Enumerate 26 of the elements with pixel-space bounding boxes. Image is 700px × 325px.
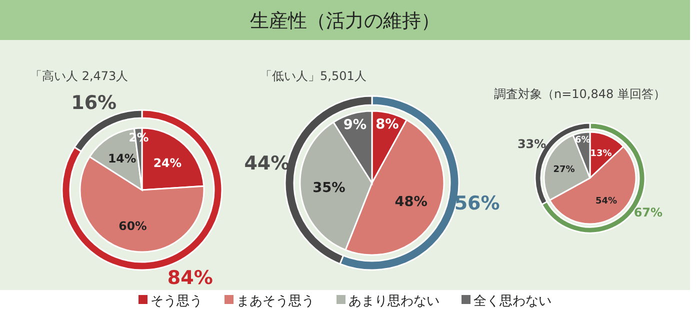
legend-label: あまり思わない	[348, 294, 440, 309]
data-label: 9%	[343, 117, 367, 134]
data-label: 6%	[575, 136, 590, 146]
legend-label: 全く思わない	[474, 294, 552, 309]
data-label: 8%	[376, 116, 400, 133]
legend-label: まあそう思う	[236, 294, 314, 309]
data-label: 14%	[108, 152, 136, 166]
data-label: 16%	[71, 92, 117, 114]
data-label: 13%	[590, 148, 612, 159]
data-label: 67%	[634, 206, 663, 220]
data-label: 56%	[454, 192, 500, 215]
donut-slice	[61, 109, 223, 271]
chart-subtitle: 「低い人」5,501人	[260, 69, 366, 83]
chart-subtitle: 調査対象（n=10,848 単回答）	[494, 87, 666, 101]
data-label: 48%	[394, 194, 428, 210]
data-label: 27%	[553, 164, 575, 175]
chart-subtitle: 「高い人 2,473人	[30, 69, 128, 83]
data-label: 60%	[118, 219, 148, 234]
data-label: 44%	[244, 152, 290, 175]
data-label: 84%	[167, 267, 213, 290]
data-label: 54%	[595, 196, 617, 206]
data-label: 33%	[517, 136, 546, 151]
legend-label: そう思う	[150, 294, 202, 309]
text: 生産性（活力の維持）	[250, 10, 440, 32]
data-label: 35%	[312, 180, 346, 196]
data-label: 24%	[153, 156, 182, 170]
